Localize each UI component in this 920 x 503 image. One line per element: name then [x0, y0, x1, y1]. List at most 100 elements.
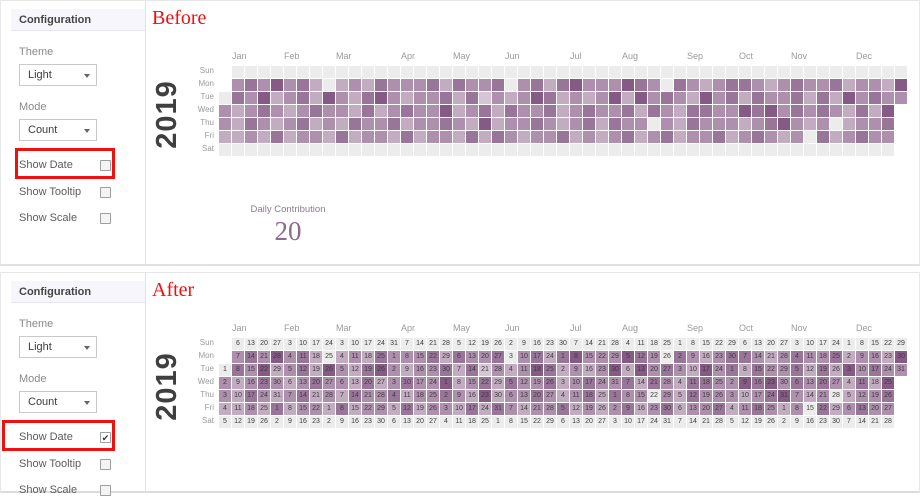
heatmap-cell[interactable]: 24 — [427, 376, 439, 389]
heatmap-cell[interactable] — [492, 143, 504, 156]
heatmap-cell[interactable]: 13 — [466, 350, 478, 363]
heatmap-cell[interactable]: 31 — [271, 389, 283, 402]
heatmap-cell[interactable] — [401, 143, 413, 156]
heatmap-cell[interactable]: 23 — [544, 337, 556, 350]
heatmap-cell[interactable]: 11 — [518, 363, 530, 376]
heatmap-cell[interactable] — [804, 117, 816, 130]
heatmap-cell[interactable]: 19 — [531, 376, 543, 389]
heatmap-cell[interactable]: 10 — [401, 376, 413, 389]
heatmap-cell[interactable] — [245, 117, 257, 130]
heatmap-cell[interactable]: 18 — [648, 337, 660, 350]
heatmap-cell[interactable] — [752, 65, 764, 78]
heatmap-cell[interactable] — [778, 130, 790, 143]
heatmap-cell[interactable] — [713, 78, 725, 91]
heatmap-cell[interactable]: 29 — [661, 389, 673, 402]
heatmap-cell[interactable]: 12 — [687, 389, 699, 402]
heatmap-cell[interactable] — [440, 143, 452, 156]
heatmap-cell[interactable] — [284, 78, 296, 91]
heatmap-cell[interactable] — [726, 104, 738, 117]
heatmap-cell[interactable] — [440, 117, 452, 130]
heatmap-cell[interactable] — [310, 65, 322, 78]
heatmap-cell[interactable]: 27 — [830, 376, 842, 389]
heatmap-cell[interactable]: 26 — [830, 363, 842, 376]
heatmap-cell[interactable]: 10 — [518, 350, 530, 363]
heatmap-cell[interactable] — [258, 91, 270, 104]
heatmap-cell[interactable]: 27 — [323, 376, 335, 389]
heatmap-cell[interactable] — [869, 65, 881, 78]
heatmap-cell[interactable] — [531, 91, 543, 104]
heatmap-cell[interactable]: 14 — [804, 389, 816, 402]
heatmap-cell[interactable]: 21 — [258, 350, 270, 363]
heatmap-cell[interactable] — [570, 65, 582, 78]
heatmap-cell[interactable] — [349, 65, 361, 78]
heatmap-cell[interactable]: 10 — [622, 415, 634, 428]
heatmap-cell[interactable]: 6 — [557, 415, 569, 428]
heatmap-cell[interactable] — [622, 78, 634, 91]
heatmap-cell[interactable] — [232, 78, 244, 91]
heatmap-cell[interactable]: 14 — [466, 363, 478, 376]
heatmap-cell[interactable] — [492, 78, 504, 91]
heatmap-cell[interactable] — [440, 65, 452, 78]
heatmap-cell[interactable] — [830, 104, 842, 117]
heatmap-cell[interactable]: 16 — [700, 350, 712, 363]
heatmap-cell[interactable] — [492, 130, 504, 143]
heatmap-cell[interactable]: 14 — [856, 415, 868, 428]
heatmap-cell[interactable] — [505, 65, 517, 78]
heatmap-cell[interactable] — [700, 104, 712, 117]
heatmap-cell[interactable] — [245, 78, 257, 91]
heatmap-cell[interactable] — [544, 143, 556, 156]
heatmap-cell[interactable] — [687, 65, 699, 78]
heatmap-cell[interactable] — [869, 91, 881, 104]
heatmap-cell[interactable]: 20 — [362, 376, 374, 389]
heatmap-cell[interactable] — [336, 91, 348, 104]
heatmap-cell[interactable]: 1 — [726, 363, 738, 376]
heatmap-cell[interactable] — [336, 104, 348, 117]
heatmap-cell[interactable]: 25 — [713, 376, 725, 389]
heatmap-cell[interactable]: 15 — [752, 363, 764, 376]
heatmap-cell[interactable] — [856, 91, 868, 104]
heatmap-cell[interactable]: 13 — [752, 337, 764, 350]
heatmap-cell[interactable] — [869, 117, 881, 130]
heatmap-cell[interactable] — [414, 104, 426, 117]
heatmap-cell[interactable]: 24 — [544, 350, 556, 363]
heatmap-cell[interactable]: 19 — [479, 337, 491, 350]
heatmap-cell[interactable]: 29 — [440, 350, 452, 363]
heatmap-cell[interactable]: 26 — [596, 402, 608, 415]
heatmap-cell[interactable]: 10 — [453, 402, 465, 415]
heatmap-cell[interactable] — [674, 104, 686, 117]
heatmap-cell[interactable]: 11 — [856, 376, 868, 389]
heatmap-cell[interactable]: 31 — [661, 415, 673, 428]
heatmap-cell[interactable] — [661, 65, 673, 78]
heatmap-cell[interactable]: 24 — [258, 389, 270, 402]
heatmap-cell[interactable]: 21 — [817, 389, 829, 402]
heatmap-cell[interactable]: 6 — [453, 350, 465, 363]
heatmap-cell[interactable] — [362, 91, 374, 104]
heatmap-cell[interactable] — [583, 130, 595, 143]
heatmap-cell[interactable]: 18 — [752, 402, 764, 415]
heatmap-cell[interactable]: 17 — [752, 389, 764, 402]
heatmap-cell[interactable]: 1 — [219, 363, 231, 376]
heatmap-cell[interactable]: 30 — [895, 350, 907, 363]
heatmap-cell[interactable] — [596, 104, 608, 117]
heatmap-cell[interactable] — [349, 143, 361, 156]
heatmap-cell[interactable]: 17 — [817, 337, 829, 350]
heatmap-cell[interactable] — [713, 104, 725, 117]
heatmap-cell[interactable]: 1 — [492, 415, 504, 428]
heatmap-cell[interactable]: 23 — [882, 350, 894, 363]
heatmap-cell[interactable]: 15 — [245, 363, 257, 376]
heatmap-cell[interactable] — [297, 130, 309, 143]
heatmap-cell[interactable]: 20 — [414, 415, 426, 428]
heatmap-cell[interactable] — [739, 91, 751, 104]
heatmap-cell[interactable] — [297, 104, 309, 117]
heatmap-cell[interactable]: 15 — [466, 376, 478, 389]
heatmap-cell[interactable]: 12 — [635, 350, 647, 363]
heatmap-cell[interactable] — [440, 78, 452, 91]
heatmap-cell[interactable] — [427, 117, 439, 130]
heatmap-cell[interactable] — [284, 117, 296, 130]
heatmap-cell[interactable] — [453, 65, 465, 78]
heatmap-cell[interactable] — [843, 78, 855, 91]
heatmap-cell[interactable]: 14 — [583, 337, 595, 350]
heatmap-cell[interactable] — [414, 91, 426, 104]
heatmap-cell[interactable] — [310, 104, 322, 117]
heatmap-cell[interactable]: 13 — [401, 415, 413, 428]
